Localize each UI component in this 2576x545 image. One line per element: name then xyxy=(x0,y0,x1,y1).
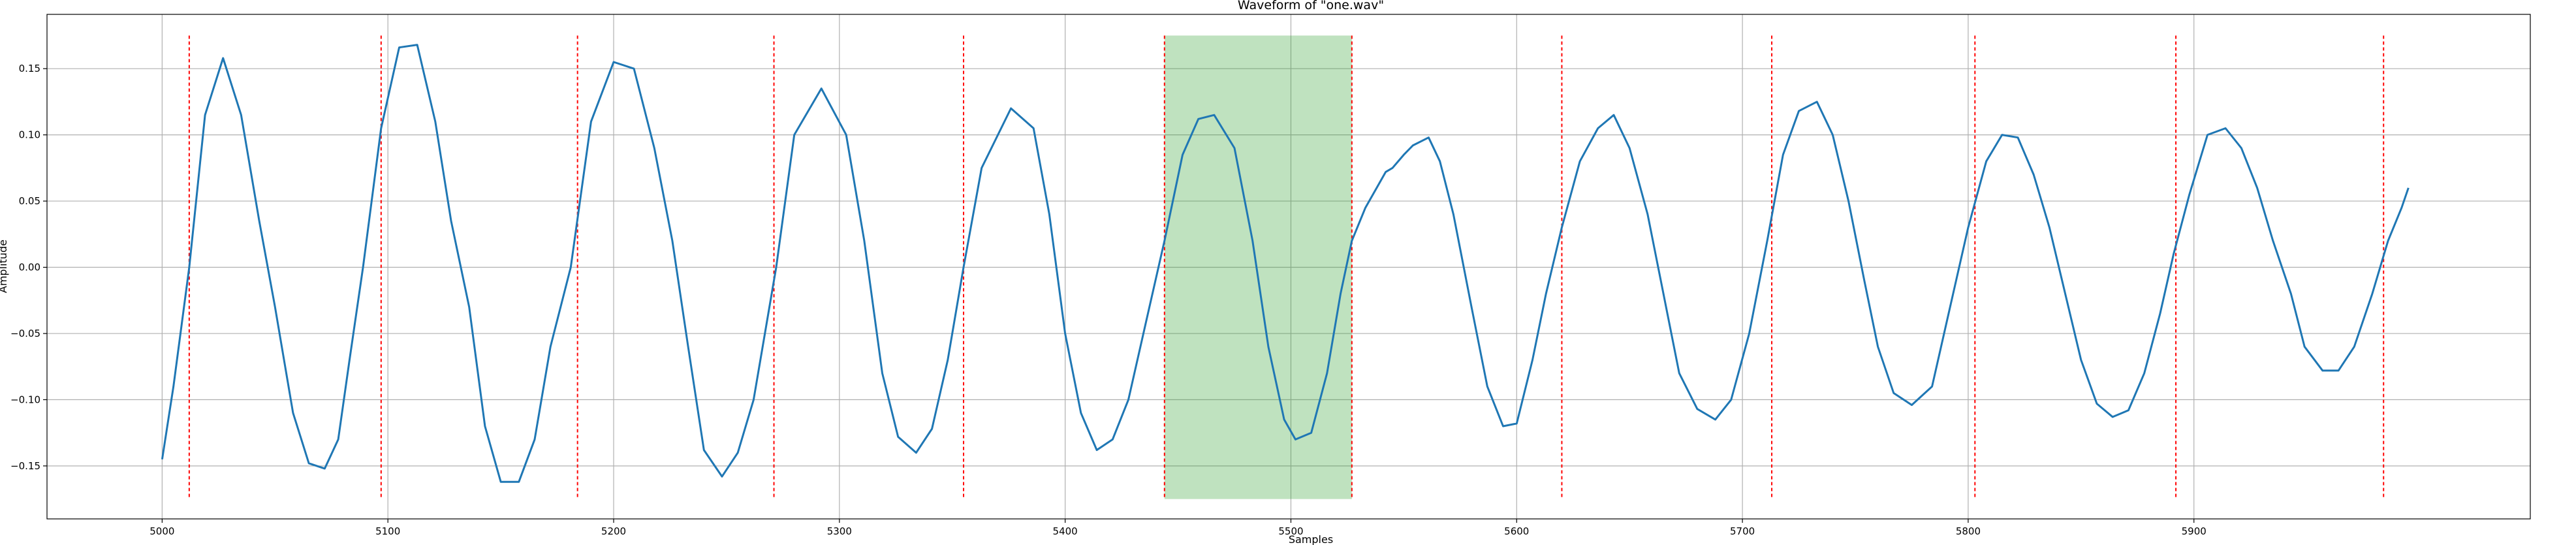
y-tick-label: −0.15 xyxy=(10,460,40,472)
y-axis-title: Amplitude xyxy=(0,240,9,293)
y-tick-label: 0.10 xyxy=(19,129,40,141)
x-tick-label: 5000 xyxy=(149,525,174,537)
grid xyxy=(47,14,2530,519)
x-axis-title: Samples xyxy=(1289,533,1333,545)
series-line xyxy=(161,44,2410,483)
x-tick-label: 5500 xyxy=(1278,525,1303,537)
x-tick-label: 5200 xyxy=(601,525,626,537)
x-tick-label: 5700 xyxy=(1730,525,1755,537)
y-tick-label: 0.00 xyxy=(19,262,40,273)
y-axis: −0.15 −0.10 −0.05 0.00 0.05 0.10 0.15 xyxy=(10,63,47,472)
chart-title: Waveform of "one.wav" xyxy=(1238,0,1384,12)
y-tick-label: 0.05 xyxy=(19,195,40,207)
y-tick-label: −0.10 xyxy=(10,394,40,405)
x-tick-label: 5400 xyxy=(1053,525,1078,537)
y-tick-label: −0.05 xyxy=(10,328,40,339)
x-tick-label: 5900 xyxy=(2182,525,2207,537)
x-tick-label: 5300 xyxy=(827,525,852,537)
x-tick-label: 5600 xyxy=(1504,525,1529,537)
x-tick-label: 5100 xyxy=(375,525,400,537)
y-tick-label: 0.15 xyxy=(19,63,40,74)
plot-frame xyxy=(46,14,2531,520)
x-axis: 5000 5100 5200 5300 5400 5500 5600 5700 5800 5900 xyxy=(149,519,2207,537)
highlight-span xyxy=(1164,35,1352,499)
x-tick-label: 5800 xyxy=(1956,525,1981,537)
